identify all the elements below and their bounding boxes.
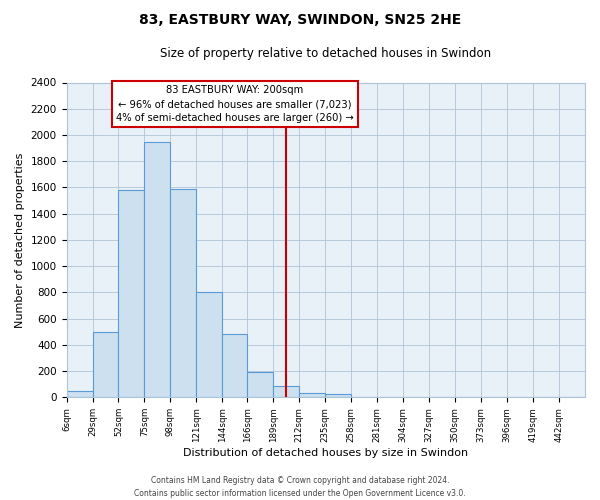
Bar (325, 394, 351, 398)
Bar (223, 334, 247, 398)
Y-axis label: Number of detached properties: Number of detached properties (15, 152, 25, 328)
Title: Size of property relative to detached houses in Swindon: Size of property relative to detached ho… (160, 48, 491, 60)
Bar (299, 393, 325, 398)
Bar (196, 292, 223, 398)
Bar (145, 142, 170, 398)
Bar (273, 386, 299, 398)
Bar (170, 189, 196, 398)
Text: 83, EASTBURY WAY, SWINDON, SN25 2HE: 83, EASTBURY WAY, SWINDON, SN25 2HE (139, 12, 461, 26)
Text: Contains HM Land Registry data © Crown copyright and database right 2024.
Contai: Contains HM Land Registry data © Crown c… (134, 476, 466, 498)
X-axis label: Distribution of detached houses by size in Swindon: Distribution of detached houses by size … (183, 448, 469, 458)
Bar (92, 332, 118, 398)
Bar (67, 391, 92, 398)
Text: 83 EASTBURY WAY: 200sqm
← 96% of detached houses are smaller (7,023)
4% of semi-: 83 EASTBURY WAY: 200sqm ← 96% of detache… (116, 85, 354, 123)
Bar (118, 190, 145, 398)
Bar (247, 372, 273, 398)
